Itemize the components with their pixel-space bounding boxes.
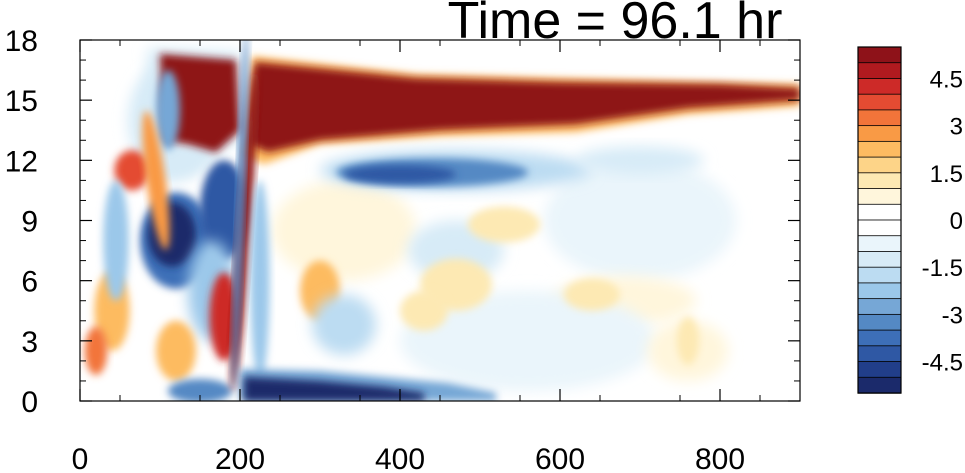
contour-field bbox=[84, 40, 800, 401]
y-tick-label: 15 bbox=[5, 85, 38, 118]
left-positive-stripe bbox=[142, 110, 170, 250]
colorbar-segment bbox=[857, 46, 902, 64]
negative-band-right bbox=[576, 146, 704, 175]
colorbar-segment bbox=[857, 93, 902, 111]
colorbar-label: -4.5 bbox=[922, 350, 963, 377]
colorbar-segment bbox=[857, 78, 902, 95]
x-tick-label: 600 bbox=[535, 443, 585, 473]
colorbar-segment bbox=[857, 62, 902, 80]
left-negative-surface bbox=[168, 378, 232, 401]
weak-negative-lower bbox=[400, 290, 656, 391]
y-tick-label: 18 bbox=[5, 25, 38, 58]
left-positive-bottom bbox=[84, 326, 108, 375]
colorbar-label: -1.5 bbox=[922, 255, 963, 282]
y-tick-label: 6 bbox=[21, 266, 38, 299]
front-negative bbox=[232, 40, 248, 391]
colorbar-segment bbox=[857, 376, 902, 394]
positive-patch-2 bbox=[400, 290, 448, 331]
colorbar-segment bbox=[857, 203, 902, 221]
colorbar-label: 1.5 bbox=[930, 161, 963, 188]
colorbar-segment bbox=[857, 125, 902, 143]
left-positive-low bbox=[156, 320, 196, 381]
y-tick-label: 0 bbox=[21, 386, 38, 419]
y-tick-label: 3 bbox=[21, 326, 38, 359]
x-tick-label: 200 bbox=[215, 443, 265, 473]
colorbar-segment bbox=[857, 140, 902, 158]
colorbar-segment bbox=[857, 313, 902, 331]
front-negative-right bbox=[250, 180, 270, 381]
colorbar-segment bbox=[857, 251, 902, 268]
colorbar-segment bbox=[857, 188, 902, 205]
chart-title: Time = 96.1 hr bbox=[448, 0, 783, 50]
negative-patch-lower bbox=[312, 294, 376, 355]
colorbar-segment bbox=[857, 156, 902, 174]
x-tick-label: 800 bbox=[695, 443, 745, 473]
colorbar: 4.5 3 1.5 0 -1.5 -3 -4.5 bbox=[857, 46, 963, 394]
colorbar-label: 0 bbox=[950, 208, 963, 235]
colorbar-segment bbox=[857, 219, 902, 237]
surface-negative-core bbox=[244, 376, 424, 401]
colorbar-label: 3 bbox=[950, 114, 963, 141]
y-tick-label: 12 bbox=[5, 145, 38, 178]
y-axis: 0 3 6 9 12 15 18 bbox=[5, 25, 800, 419]
positive-patch-5 bbox=[564, 278, 620, 311]
left-positive-spot bbox=[114, 150, 150, 191]
colorbar-segment bbox=[857, 329, 902, 347]
upper-layer-core bbox=[249, 62, 800, 153]
left-negative-upper bbox=[156, 70, 180, 151]
left-negative-edge bbox=[103, 180, 129, 301]
positive-patch-6 bbox=[676, 316, 700, 365]
colorbar-segment bbox=[857, 345, 902, 363]
colorbar-label: 4.5 bbox=[930, 66, 963, 93]
left-positive-column bbox=[160, 54, 240, 153]
colorbar-segment bbox=[857, 298, 902, 316]
weak-negative-right bbox=[544, 160, 736, 281]
left-positive-mid bbox=[209, 272, 239, 361]
x-tick-label: 0 bbox=[72, 443, 89, 473]
x-axis: 0 200 400 600 800 bbox=[72, 40, 761, 473]
y-tick-label: 9 bbox=[21, 206, 38, 239]
negative-band-core bbox=[344, 165, 456, 184]
weak-positive-mid bbox=[272, 180, 416, 281]
colorbar-segment bbox=[857, 361, 902, 378]
colorbar-segment bbox=[857, 282, 902, 300]
colorbar-segment bbox=[857, 266, 902, 284]
x-tick-label: 400 bbox=[375, 443, 425, 473]
colorbar-segment bbox=[857, 172, 902, 190]
colorbar-label: -3 bbox=[942, 302, 963, 329]
positive-patch-4 bbox=[468, 206, 540, 243]
colorbar-segment bbox=[857, 235, 902, 253]
colorbar-frame bbox=[857, 46, 902, 394]
colorbar-segment bbox=[857, 109, 902, 127]
